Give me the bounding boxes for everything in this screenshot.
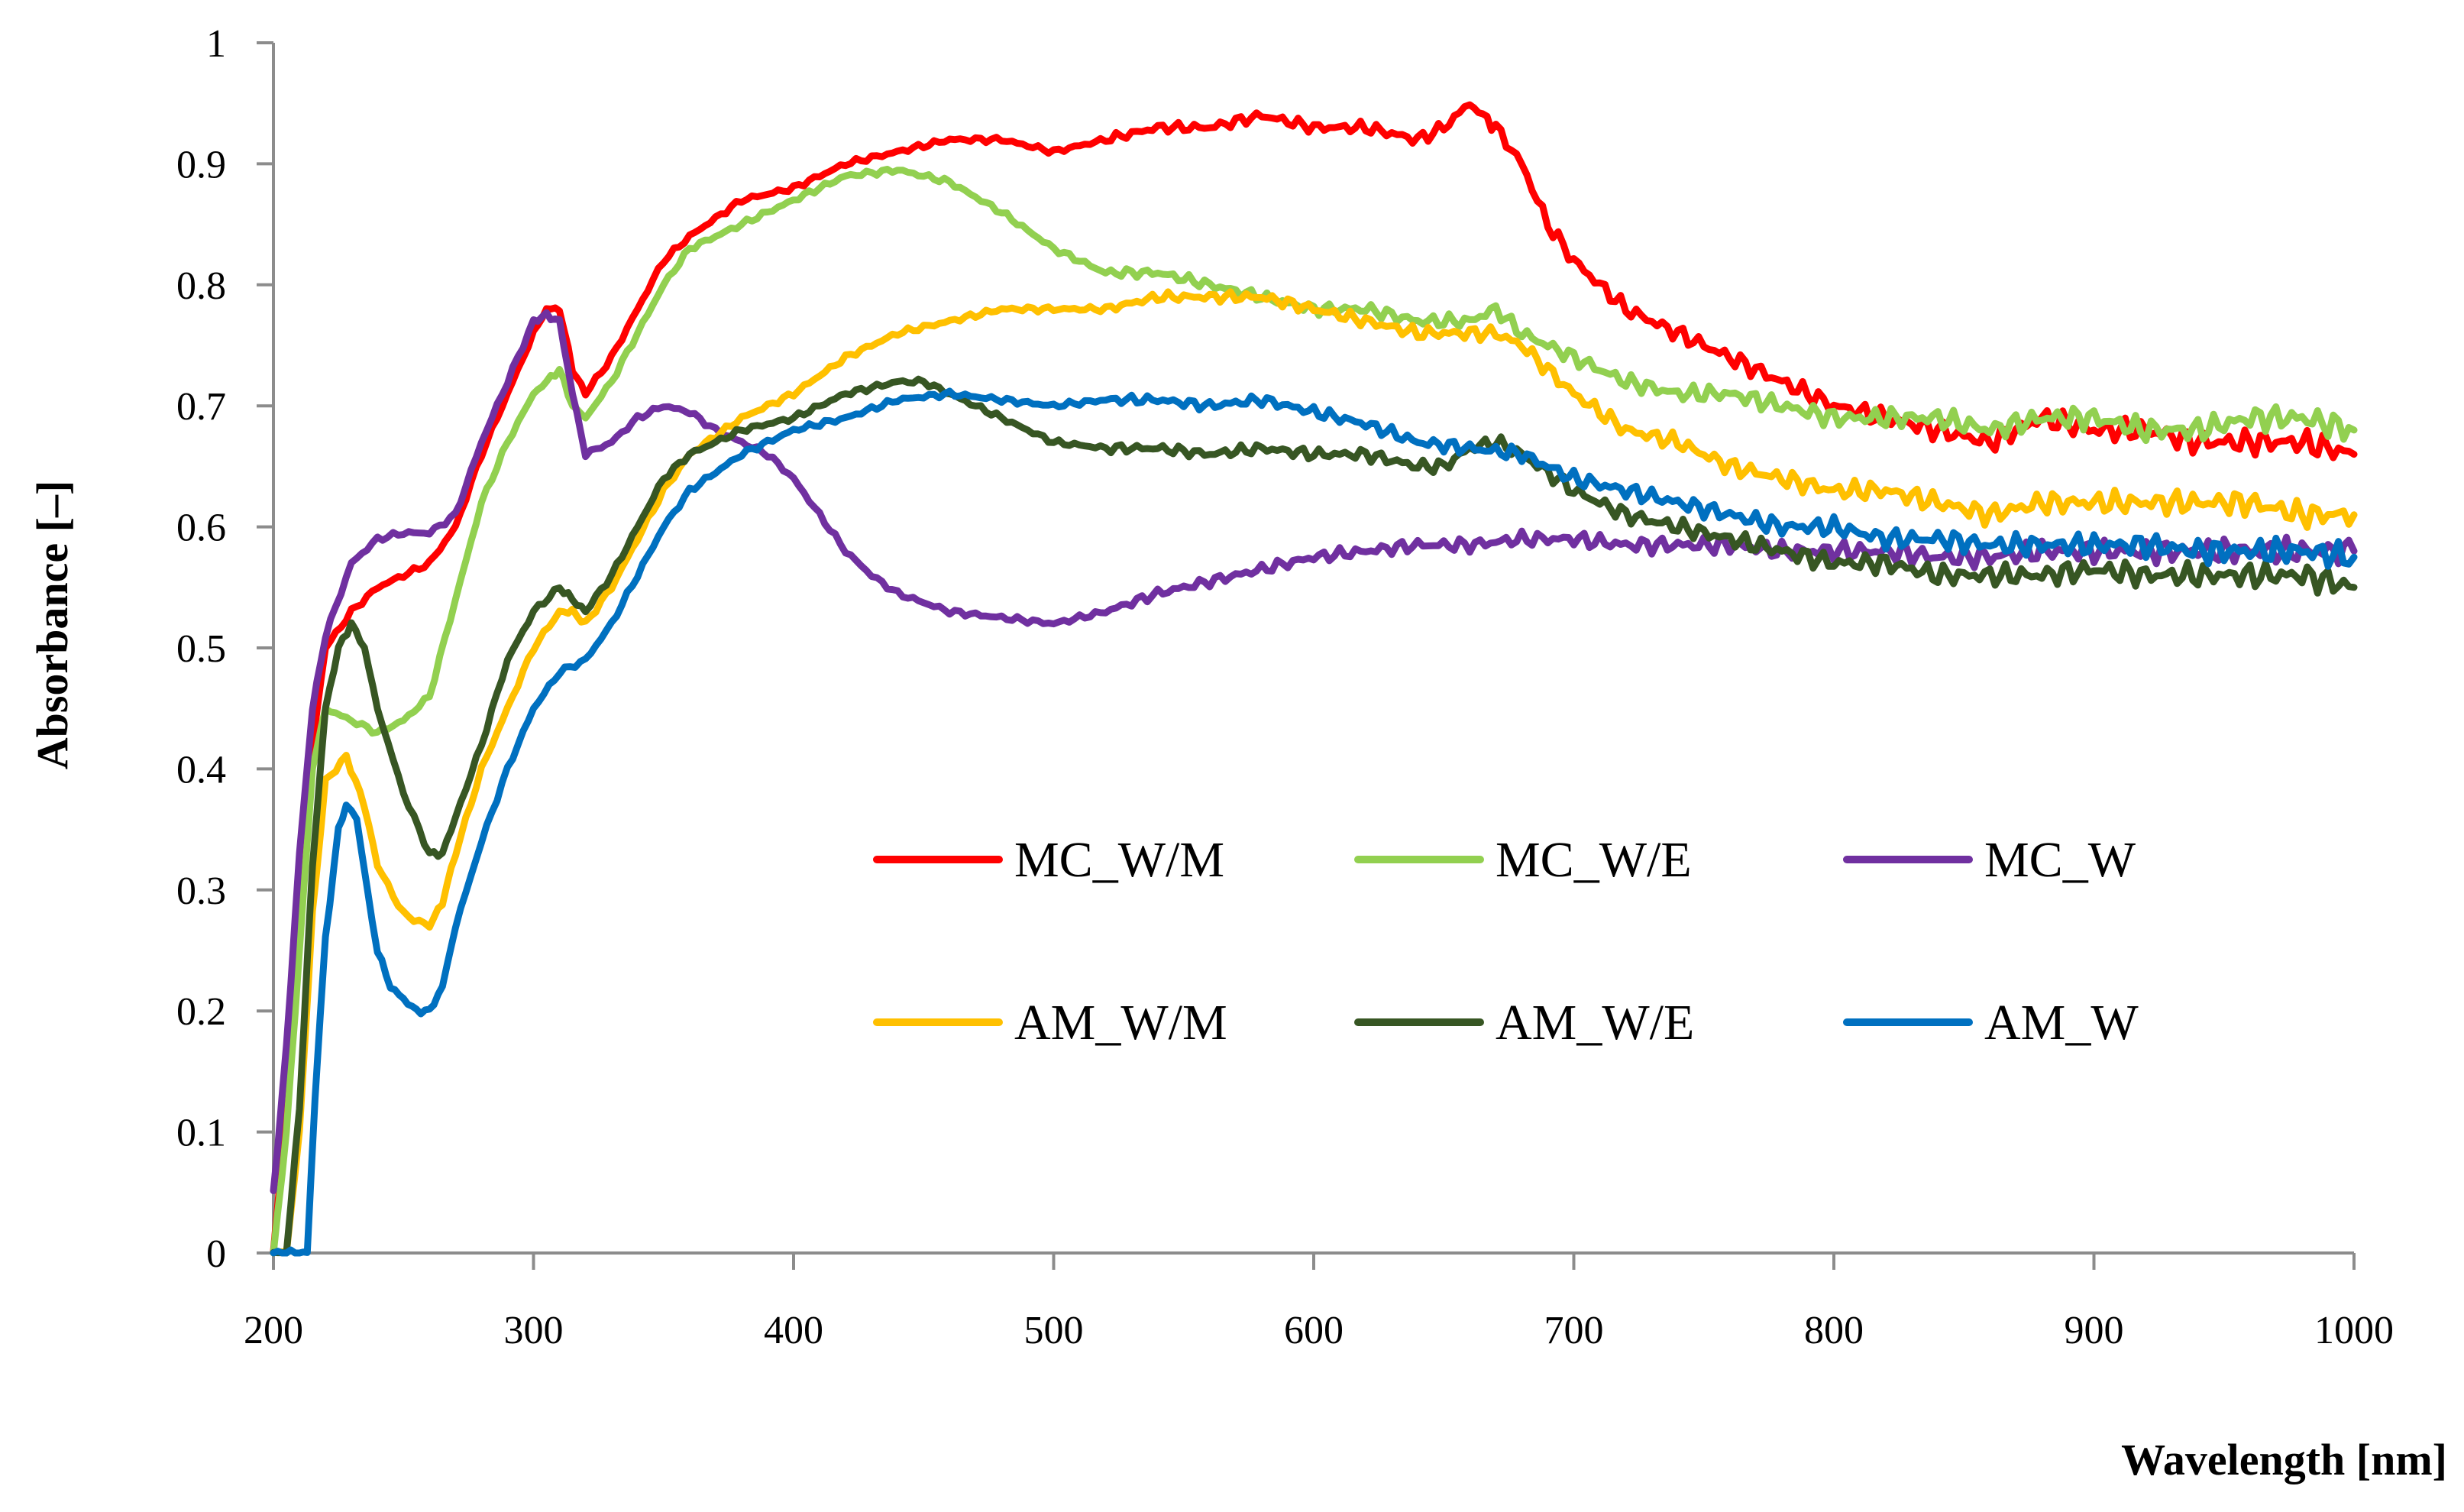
- x-tick-label: 200: [244, 1309, 303, 1352]
- x-tick-label: 900: [2065, 1309, 2124, 1352]
- y-tick-label: 0.6: [176, 507, 226, 550]
- series-lines: [270, 101, 2358, 1257]
- series-line-mc-w-m: [270, 101, 2358, 1255]
- legend-label-mc-w: MC_W: [1984, 832, 2136, 888]
- axes: [257, 41, 2356, 1270]
- y-tick-label: 0.4: [176, 748, 226, 792]
- y-tick-labels: 0 0.1 0.2 0.3 0.4 0.5 0.6 0.7 0.8 0.9 1: [176, 22, 226, 1276]
- x-tick-labels: 200 300 400 500 600 700 800 900 1000: [244, 1309, 2394, 1352]
- y-tick-label: 0.8: [176, 264, 226, 308]
- legend-label-am-w: AM_W: [1984, 995, 2139, 1051]
- y-tick-label: 0.1: [176, 1112, 226, 1155]
- y-tick-label: 0.7: [176, 385, 226, 429]
- series-line-am-w: [270, 387, 2358, 1257]
- x-tick-label: 600: [1284, 1309, 1344, 1352]
- legend-label-mc-w-m: MC_W/M: [1014, 832, 1224, 888]
- y-axis-title: Absorbance [–]: [27, 481, 77, 770]
- y-tick-label: 0.9: [176, 143, 226, 186]
- y-tick-label: 0.2: [176, 990, 226, 1034]
- series-line-mc-w-e: [270, 166, 2358, 1257]
- x-tick-label: 500: [1024, 1309, 1084, 1352]
- y-tick-label: 0.5: [176, 627, 226, 671]
- legend-label-mc-w-e: MC_W/E: [1496, 832, 1692, 888]
- series-line-am-w-e: [270, 375, 2358, 1257]
- series-line-am-w-m: [270, 288, 2358, 1257]
- legend: MC_W/M MC_W/E MC_W AM_W/M AM_W/E AM_W: [873, 832, 2139, 1051]
- legend-label-am-w-m: AM_W/M: [1014, 995, 1227, 1051]
- x-tick-label: 1000: [2314, 1309, 2394, 1352]
- y-tick-label: 0.3: [176, 869, 226, 913]
- legend-label-am-w-e: AM_W/E: [1496, 995, 1694, 1051]
- x-axis-title: Wavelength [nm]: [2121, 1435, 2447, 1484]
- x-tick-label: 700: [1544, 1309, 1604, 1352]
- x-tick-label: 800: [1804, 1309, 1864, 1352]
- y-tick-label: 0: [206, 1232, 226, 1276]
- x-tick-label: 300: [504, 1309, 564, 1352]
- series-line-mc-w: [270, 309, 2358, 1194]
- y-tick-label: 1: [206, 22, 226, 66]
- x-tick-label: 400: [764, 1309, 823, 1352]
